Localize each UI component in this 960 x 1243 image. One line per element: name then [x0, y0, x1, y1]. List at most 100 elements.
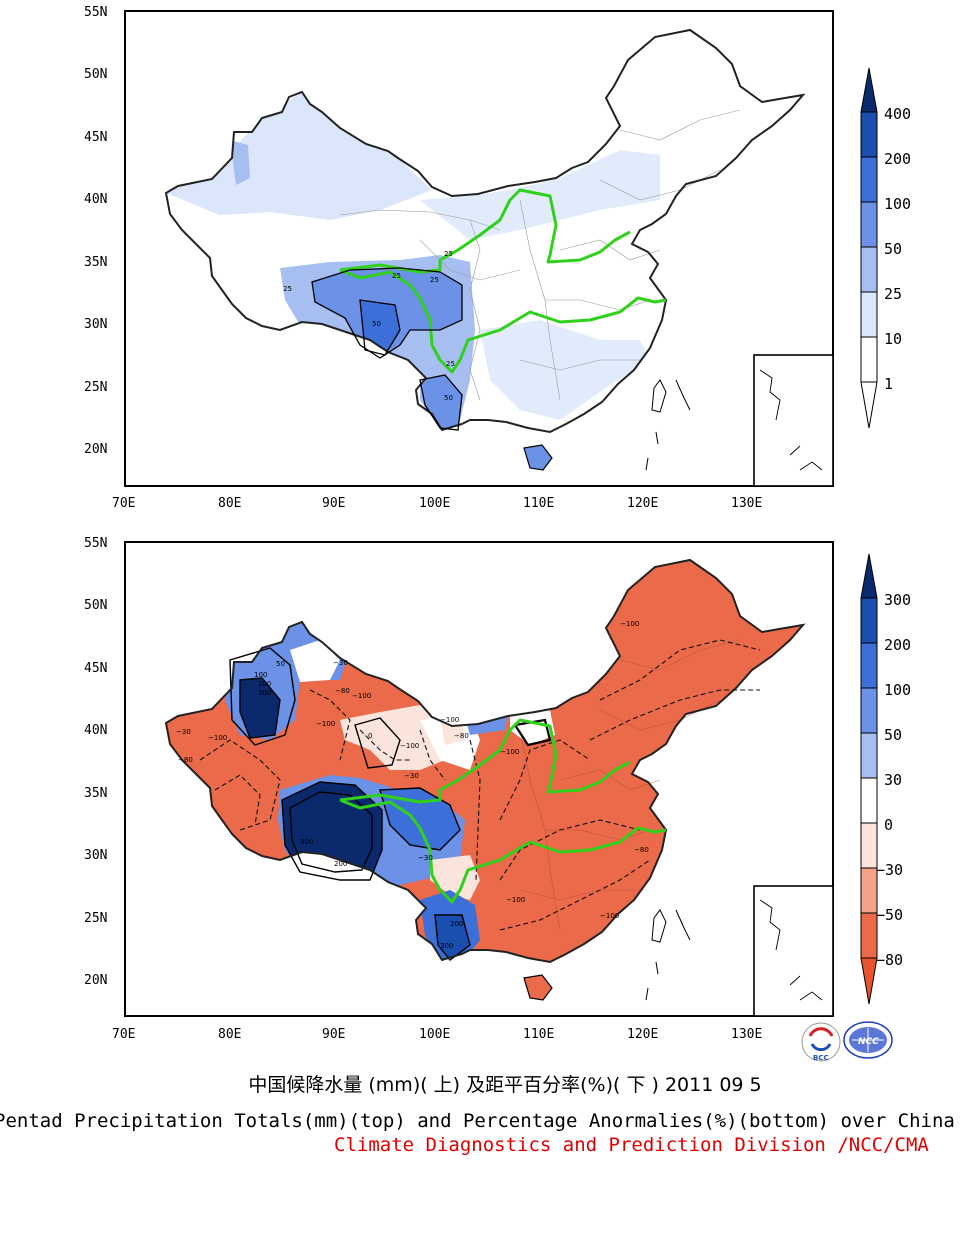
lon-tick: 130E	[731, 496, 762, 511]
colorbar-label: 50	[884, 726, 902, 744]
lon-tick: 80E	[218, 496, 241, 511]
contour-label: 100	[254, 671, 267, 679]
contour-label: 25	[446, 360, 455, 368]
lat-tick: 55N	[84, 536, 107, 551]
contour-label: 25	[430, 276, 439, 284]
top-map: 25 25 25 25 50 50 25 70E 80E 90E 100E 11…	[84, 5, 911, 511]
contour-label: 200	[450, 920, 463, 928]
lon-tick: 90E	[322, 496, 345, 511]
contour-label: −100	[506, 896, 525, 904]
lat-tick: 30N	[84, 848, 107, 863]
colorbar-label: −30	[876, 861, 903, 879]
colorbar-label: 100	[884, 195, 911, 213]
colorbar-label: −50	[876, 906, 903, 924]
lat-tick: 40N	[84, 192, 107, 207]
colorbar-segment	[860, 957, 878, 1005]
colorbar-segment	[860, 246, 878, 293]
colorbar-label: 0	[884, 816, 893, 834]
lat-tick: 30N	[84, 317, 107, 332]
contour-label: 25	[392, 272, 401, 280]
top-contours	[311, 267, 463, 431]
colorbar-segment	[860, 553, 878, 599]
caption-division: Climate Diagnostics and Prediction Divis…	[334, 1134, 929, 1156]
contour-label: −100	[316, 720, 335, 728]
contour-label: −80	[634, 846, 649, 854]
lat-tick: 50N	[84, 67, 107, 82]
bottom-colorbar-labels: 300 200 100 50 30 0 −30 −50 −80	[876, 591, 911, 969]
lat-tick: 45N	[84, 130, 107, 145]
top-colorbar	[860, 67, 878, 429]
colorbar-segment	[860, 201, 878, 248]
bottom-solid-contours	[229, 647, 552, 961]
colorbar-label: 10	[884, 330, 902, 348]
contour-label: 50	[276, 660, 285, 668]
top-contour-labels: 25 25 25 25 50 50 25	[283, 250, 455, 402]
contour-label: −100	[500, 748, 519, 756]
lat-tick: 20N	[84, 973, 107, 988]
bottom-contour-labels: −100 −100 −100 −100 −80 −30 −30 −80 50 2…	[176, 620, 649, 950]
colorbar-segment	[860, 642, 878, 689]
bottom-coast-islands	[645, 909, 691, 1001]
ncc-logo: NCC	[843, 1021, 893, 1059]
colorbar-segment	[860, 912, 878, 959]
colorbar-label: 300	[884, 591, 911, 609]
top-lon-ticks: 70E 80E 90E 100E 110E 120E 130E	[112, 496, 762, 511]
lat-tick: 40N	[84, 723, 107, 738]
colorbar-label: 50	[884, 240, 902, 258]
lon-tick: 100E	[419, 1027, 450, 1042]
lon-tick: 120E	[627, 1027, 658, 1042]
top-colorbar-labels: 400 200 100 50 25 10 1	[884, 105, 911, 393]
lat-tick: 35N	[84, 786, 107, 801]
bottom-map: −100 −100 −100 −100 −80 −30 −30 −80 50 2…	[84, 536, 911, 1042]
caption-chinese: 中国候降水量 (mm)( 上) 及距平百分率(%)( 下 ) 2011 09 5	[248, 1074, 762, 1096]
colorbar-segment	[860, 381, 878, 429]
contour-label: −30	[176, 728, 191, 736]
contour-label: −80	[178, 756, 193, 764]
contour-label: −100	[208, 734, 227, 742]
contour-label: 25	[283, 285, 292, 293]
colorbar-label: 400	[884, 105, 911, 123]
contour-label: −80	[454, 732, 469, 740]
top-lat-ticks: 55N 50N 45N 40N 35N 30N 25N 20N	[84, 5, 107, 457]
lat-tick: 20N	[84, 442, 107, 457]
lat-tick: 55N	[84, 5, 107, 20]
contour-label: 25	[444, 250, 453, 258]
contour-label: −100	[352, 692, 371, 700]
colorbar-segment	[860, 111, 878, 158]
contour-label: −30	[404, 772, 419, 780]
bcc-logo: BCC	[801, 1022, 841, 1062]
lat-tick: 50N	[84, 598, 107, 613]
bottom-rivers	[339, 718, 667, 904]
colorbar-segment	[860, 777, 878, 824]
contour-label: 300	[258, 689, 271, 697]
lat-tick: 35N	[84, 255, 107, 270]
colorbar-segment	[860, 291, 878, 338]
lon-tick: 110E	[523, 496, 554, 511]
colorbar-segment	[860, 597, 878, 644]
colorbar-label: 100	[884, 681, 911, 699]
ncc-logo-text: NCC	[858, 1037, 879, 1047]
bottom-lat-ticks: 55N 50N 45N 40N 35N 30N 25N 20N	[84, 536, 107, 988]
contour-label: −100	[400, 742, 419, 750]
colorbar-label: 200	[884, 636, 911, 654]
contour-label: 50	[372, 320, 381, 328]
lat-tick: 25N	[84, 911, 107, 926]
contour-label: 50	[444, 394, 453, 402]
lon-tick: 100E	[419, 496, 450, 511]
contour-label: −100	[620, 620, 639, 628]
top-inset-map	[753, 354, 834, 487]
colorbar-segment	[860, 336, 878, 383]
contour-label: 200	[258, 680, 271, 688]
lat-tick: 25N	[84, 380, 107, 395]
contour-label: 300	[300, 838, 313, 846]
bcc-logo-text: BCC	[813, 1054, 829, 1062]
lon-tick: 80E	[218, 1027, 241, 1042]
contour-label: −80	[335, 687, 350, 695]
lon-tick: 90E	[322, 1027, 345, 1042]
caption-english: Pentad Precipitation Totals(mm)(top) and…	[0, 1110, 955, 1132]
contour-label: 0	[368, 732, 372, 740]
colorbar-segment	[860, 732, 878, 779]
contour-label: −30	[418, 854, 433, 862]
colorbar-segment	[860, 687, 878, 734]
